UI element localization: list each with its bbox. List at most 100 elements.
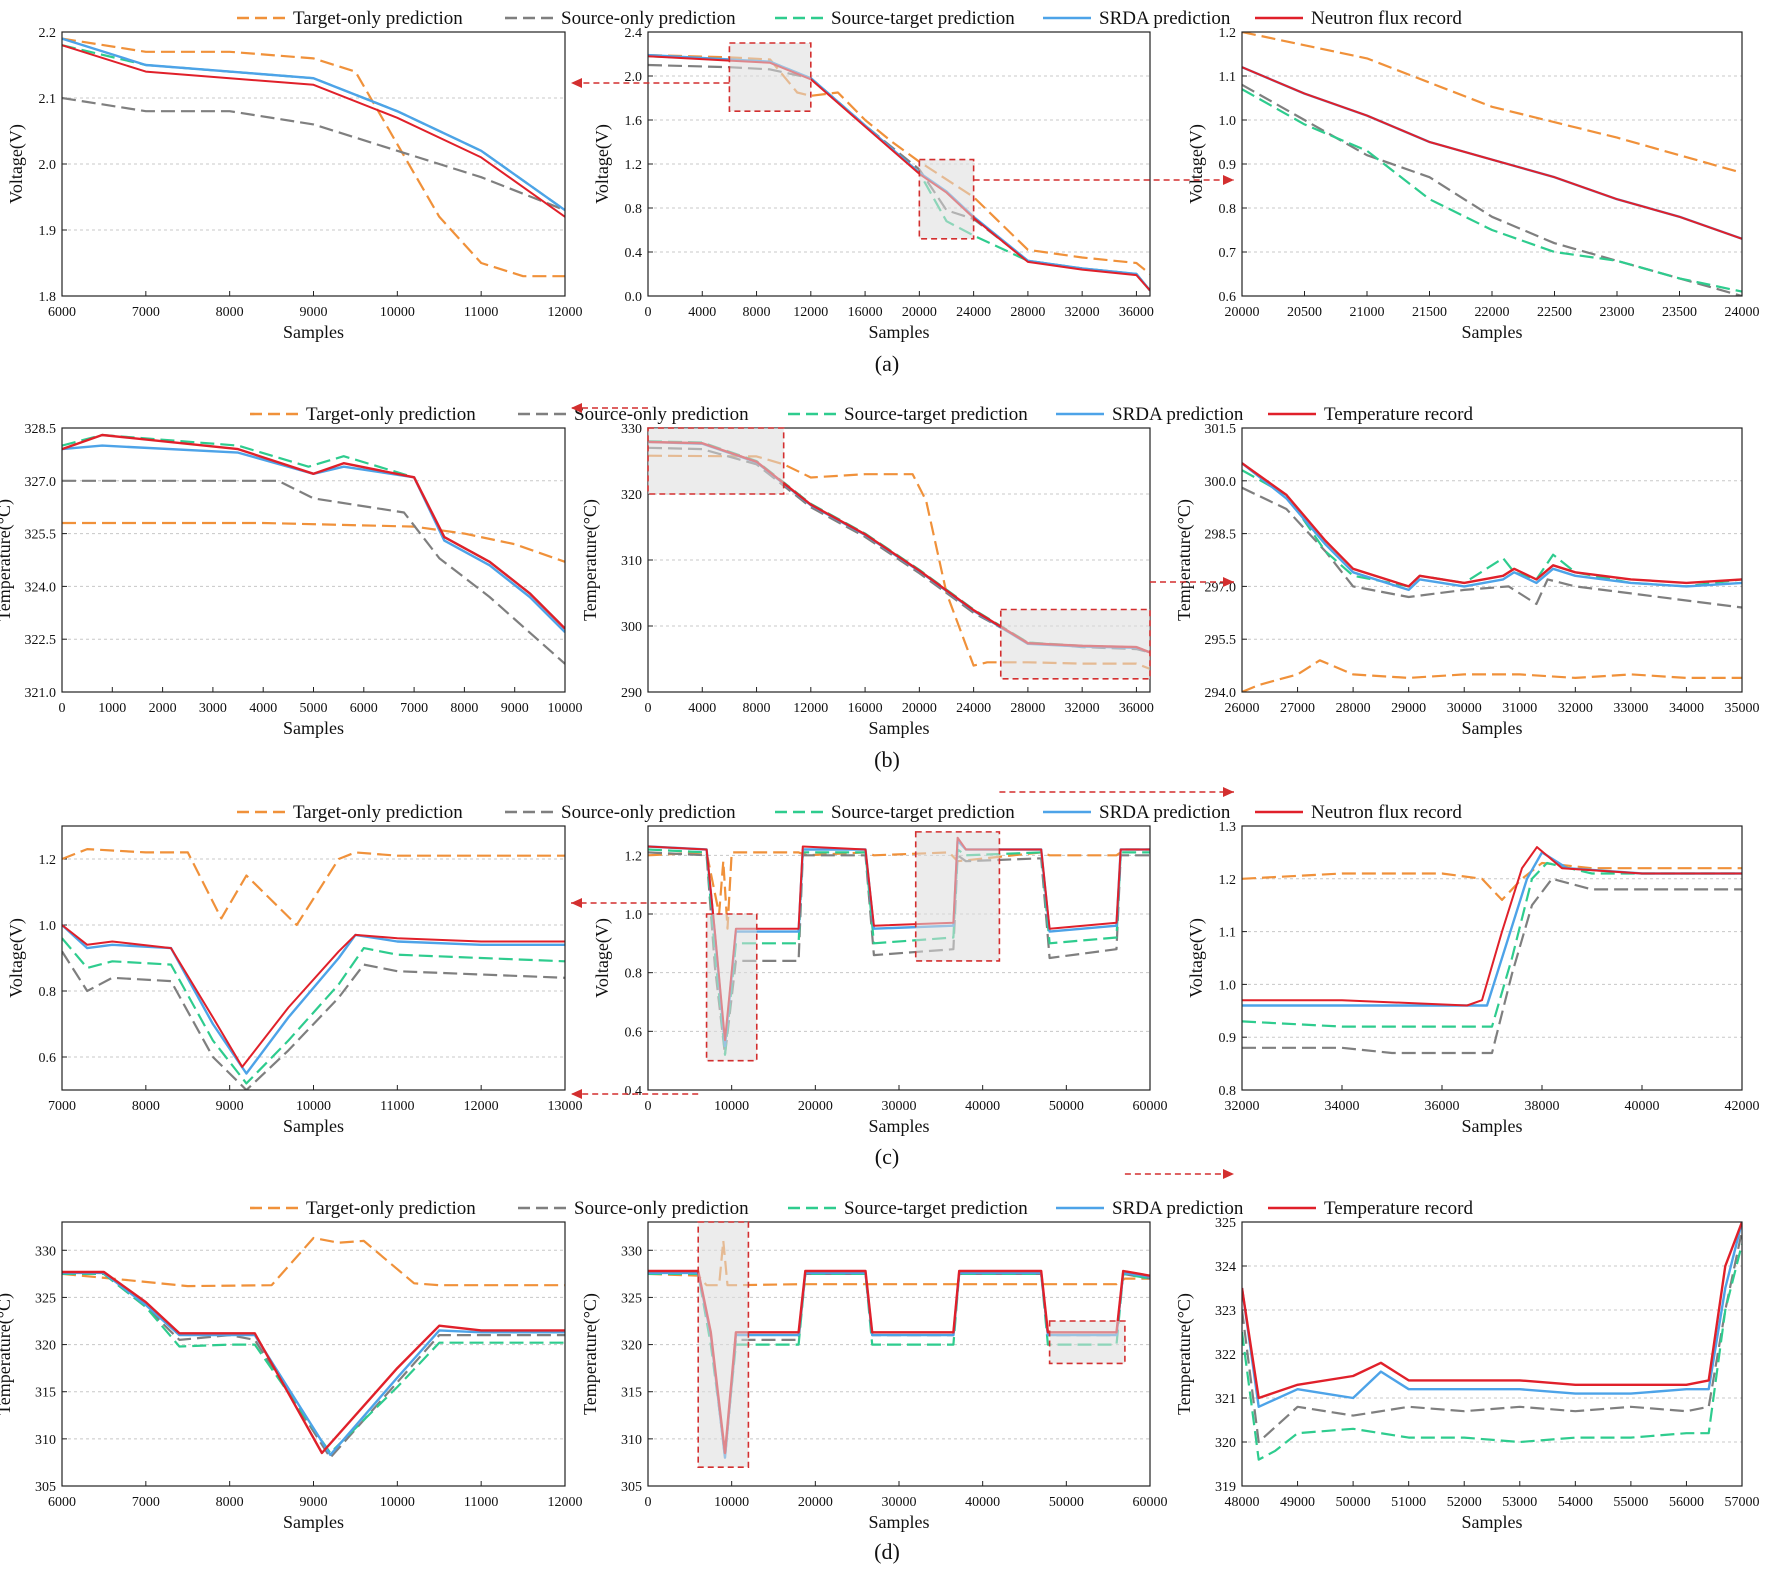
series-line-source-target [1242,469,1742,588]
plot-frame [647,427,1151,693]
y-tick-label: 315 [621,1386,642,1401]
series-line-srda [648,53,1150,292]
x-tick-label: 24000 [956,305,991,320]
series-line-record [62,924,565,1068]
series-line-srda [62,444,565,634]
legend-label: Source-only prediction [574,1198,749,1219]
x-tick-label: 50000 [1049,1099,1084,1114]
y-tick-label: 305 [621,1480,642,1495]
series-line-target-only [62,521,565,563]
x-tick-label: 20000 [902,701,937,716]
y-tick-label: 0.8 [1219,202,1237,217]
x-tick-label: 21500 [1412,305,1447,320]
y-tick-label: 1.1 [1219,70,1237,85]
series-line-source-target [62,1272,565,1455]
y-axis-label: Temperature(°C) [0,499,15,621]
series-line-source-target [62,937,565,1085]
x-tick-label: 12000 [548,1495,583,1510]
legend-item-target-only: Target-only prediction [237,8,463,29]
legend-item-source-only: Source-only prediction [505,802,736,823]
x-tick-label: 24000 [956,701,991,716]
series-line-target-only [62,847,565,927]
y-tick-label: 295.5 [1205,633,1237,648]
y-tick-label: 1.2 [625,849,643,864]
plot-frame [61,1221,566,1487]
zoom-box-right [918,158,975,240]
y-tick-label: 315 [35,1386,56,1401]
plot-frame [647,1221,1151,1487]
x-axis-label: Samples [869,322,930,342]
x-tick-label: 29000 [1391,701,1426,716]
x-tick-label: 21000 [1350,305,1385,320]
legend-item-source-target: Source-target prediction [788,1198,1028,1219]
x-tick-label: 38000 [1525,1099,1560,1114]
x-tick-label: 26000 [1225,701,1260,716]
x-tick-label: 13000 [548,1099,583,1114]
x-tick-label: 30000 [882,1495,917,1510]
series-line-source-target [1242,1243,1742,1461]
series-line-record [1242,66,1742,240]
y-tick-label: 2.2 [39,26,57,41]
x-axis-label: Samples [1462,1116,1523,1136]
y-tick-label: 310 [35,1433,56,1448]
chart-d-right: 319 320 321 322 323 324 325 48000 49000 50000 5100… [1174,1216,1760,1532]
series-line-record [62,44,565,218]
y-tick-label: 1.2 [625,158,643,173]
y-tick-label: 320 [1215,1436,1236,1451]
series-line-source-only [62,96,565,212]
connector-arrowhead [1223,787,1234,797]
legend-item-source-target: Source-target prediction [775,8,1015,29]
y-tick-label: 325.5 [25,528,57,543]
y-tick-label: 0.9 [1219,1031,1237,1046]
plot-frame [1241,427,1743,693]
plot-frame [61,31,566,297]
zoom-overlay-c [571,787,1234,1062]
x-tick-label: 7000 [132,305,160,320]
series-line-source-only [1242,83,1742,296]
y-tick-label: 0.7 [1219,246,1237,261]
series-line-record [1242,846,1742,1007]
x-tick-label: 40000 [1625,1099,1660,1114]
series-line-source-target [62,433,565,630]
y-tick-label: 1.2 [39,853,57,868]
x-tick-label: 5000 [300,701,328,716]
y-tick-label: 324.0 [25,580,57,595]
legend-item-srda: SRDA prediction [1043,802,1231,823]
x-tick-label: 55000 [1613,1495,1648,1510]
x-tick-label: 8000 [132,1099,160,1114]
series-line-target-only [62,37,565,278]
legend-item-source-only: Source-only prediction [518,404,749,425]
y-tick-label: 0.6 [625,1025,643,1040]
x-axis-label: Samples [869,1512,930,1532]
connector-arrowhead [571,1089,582,1099]
x-tick-label: 40000 [965,1099,1000,1114]
legend-label: Target-only prediction [293,802,463,823]
panel-label-c: (c) [875,1144,899,1169]
x-tick-label: 0 [645,1099,652,1114]
y-tick-label: 1.2 [1219,26,1237,41]
x-tick-label: 1000 [98,701,126,716]
y-axis-label: Temperature(°C) [0,1293,15,1415]
x-tick-label: 32000 [1065,305,1100,320]
x-tick-label: 49000 [1280,1495,1315,1510]
y-tick-label: 323 [1215,1304,1236,1319]
chart-c-right: 0.8 0.9 1.0 1.1 1.2 1.3 32000 34000 36000 38000 40… [1186,820,1760,1136]
connector-arrowhead [1223,577,1234,587]
y-tick-label: 321.0 [25,686,57,701]
legend-label: Source-target prediction [844,1198,1028,1219]
x-tick-label: 7000 [132,1495,160,1510]
x-tick-label: 4000 [688,701,716,716]
y-tick-label: 1.0 [625,908,643,923]
x-tick-label: 22000 [1475,305,1510,320]
y-tick-label: 0.8 [625,967,643,982]
y-tick-label: 300 [621,620,642,635]
plot-frame [1241,1221,1743,1487]
y-tick-label: 325 [621,1291,642,1306]
zoom-box-left [697,1221,750,1468]
legend-label: Neutron flux record [1311,802,1462,823]
x-tick-label: 56000 [1669,1495,1704,1510]
chart-b-left: 321.0 322.5 324.0 325.5 327.0 328.5 0 1000 2000 3… [0,422,583,738]
y-tick-label: 0.4 [625,246,643,261]
x-tick-label: 4000 [688,305,716,320]
